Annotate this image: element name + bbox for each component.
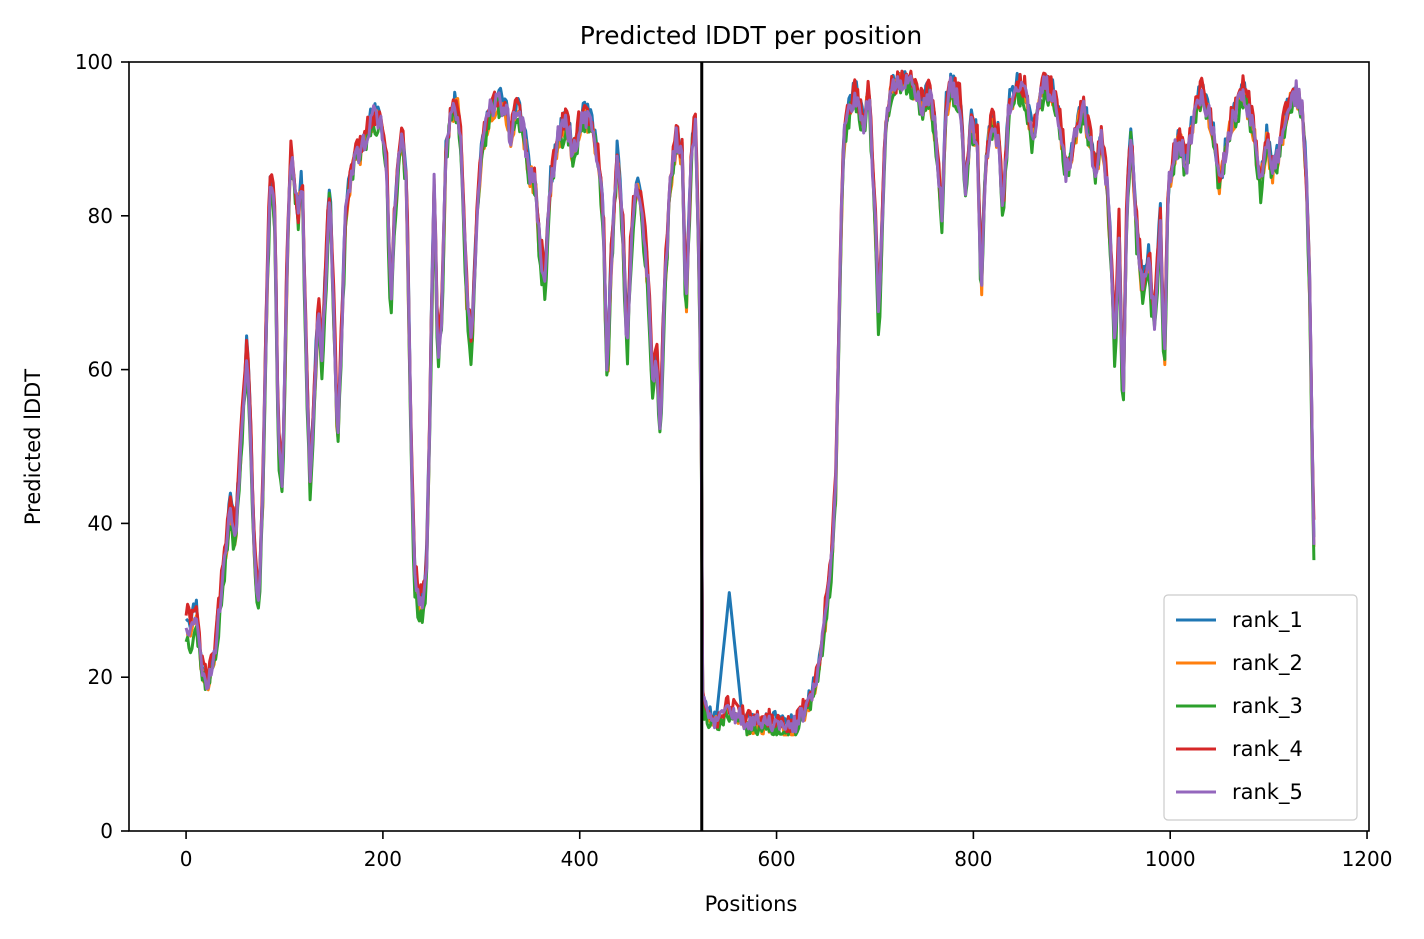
- legend-frame: [1163, 594, 1358, 821]
- plot-lines: [184, 69, 1316, 737]
- y-tick-label: 100: [75, 50, 113, 74]
- legend-label-rank-3: rank_3: [1232, 694, 1303, 719]
- legend-label-rank-5: rank_5: [1232, 780, 1303, 805]
- y-tick-label: 80: [88, 204, 113, 228]
- x-tick-label: 1000: [1145, 847, 1196, 871]
- y-axis-title: Predicted lDDT: [21, 369, 45, 525]
- x-tick-label: 600: [757, 847, 795, 871]
- chart-title: Predicted lDDT per position: [580, 21, 922, 50]
- x-axis-ticks: 0 200 400 600 800 1000 1200: [180, 831, 1393, 871]
- legend-label-rank-1: rank_1: [1232, 608, 1303, 633]
- series-line-rank-5: [184, 73, 1316, 734]
- y-tick-label: 40: [88, 511, 113, 535]
- y-tick-label: 20: [88, 665, 113, 689]
- legend-label-rank-4: rank_4: [1232, 737, 1303, 762]
- x-tick-label: 800: [954, 847, 992, 871]
- x-tick-label: 400: [561, 847, 599, 871]
- legend-label-rank-2: rank_2: [1232, 651, 1303, 676]
- legend: rank_1 rank_2 rank_3 rank_4 rank_5: [1163, 594, 1358, 821]
- y-axis-ticks: 0 20 40 60 80 100: [75, 50, 129, 843]
- plot-frame: [128, 61, 1370, 832]
- y-tick-label: 60: [88, 358, 113, 382]
- x-tick-label: 200: [364, 847, 402, 871]
- x-axis-title: Positions: [705, 892, 798, 916]
- x-tick-label: 1200: [1342, 847, 1393, 871]
- x-tick-label: 0: [180, 847, 193, 871]
- y-tick-label: 0: [100, 819, 113, 843]
